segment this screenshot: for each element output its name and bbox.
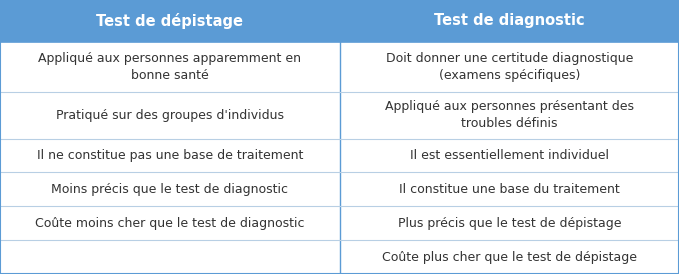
Text: Coûte plus cher que le test de dépistage: Coûte plus cher que le test de dépistage	[382, 251, 637, 264]
Text: Appliqué aux personnes présentant des
troubles définis: Appliqué aux personnes présentant des tr…	[385, 101, 634, 130]
Text: Appliqué aux personnes apparemment en
bonne santé: Appliqué aux personnes apparemment en bo…	[38, 52, 301, 82]
Text: Il constitue une base du traitement: Il constitue une base du traitement	[399, 183, 620, 196]
Text: Moins précis que le test de diagnostic: Moins précis que le test de diagnostic	[51, 183, 289, 196]
Text: Test de diagnostic: Test de diagnostic	[434, 13, 585, 28]
Text: Test de dépistage: Test de dépistage	[96, 13, 243, 29]
Text: Il est essentiellement individuel: Il est essentiellement individuel	[409, 149, 609, 162]
Text: Pratiqué sur des groupes d'individus: Pratiqué sur des groupes d'individus	[56, 109, 284, 122]
Text: Plus précis que le test de dépistage: Plus précis que le test de dépistage	[397, 217, 621, 230]
Bar	[0, 0, 679, 42]
Text: Doit donner une certitude diagnostique
(examens spécifiques): Doit donner une certitude diagnostique (…	[386, 52, 633, 82]
Text: Coûte moins cher que le test de diagnostic: Coûte moins cher que le test de diagnost…	[35, 217, 304, 230]
Text: Il ne constitue pas une base de traitement: Il ne constitue pas une base de traiteme…	[37, 149, 303, 162]
